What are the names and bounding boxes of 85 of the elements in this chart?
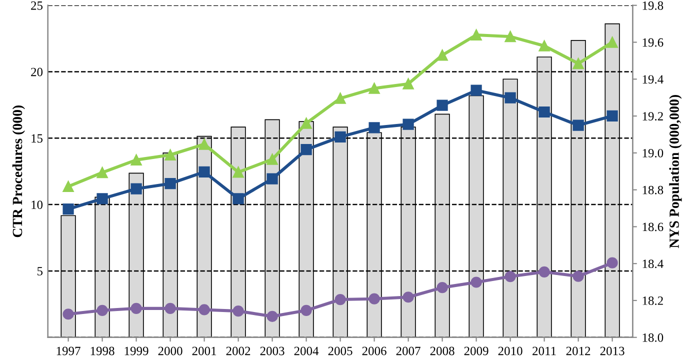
point [572,58,584,70]
y-tick-label: 25 [31,1,43,10]
x-tick-label: 2013 [600,346,624,356]
point [402,292,414,303]
point [572,120,584,131]
point [164,149,176,160]
point [300,118,312,129]
point [470,29,482,41]
point [198,166,210,178]
point [504,92,516,104]
point [504,31,516,42]
point [96,167,108,178]
point [62,308,74,320]
point [470,84,482,96]
point [232,306,244,317]
point [504,270,516,282]
point [300,144,312,156]
x-tick-label: 2003 [260,346,284,356]
x-tick-label: 2009 [464,346,488,356]
y2-tick-label: 18.6 [642,222,664,232]
point [130,183,142,194]
point [334,131,346,143]
y2-tick-label: 19.0 [642,148,664,158]
x-tick-label: 2005 [328,346,352,356]
point [334,92,346,104]
point [436,50,448,61]
point [334,294,346,306]
point [266,154,278,165]
point [606,257,618,268]
x-tick-label: 1999 [124,346,148,356]
point [96,304,108,316]
point [96,193,108,204]
x-tick-label: 2004 [294,346,319,356]
y-tick-label: 20 [31,68,43,76]
point [538,40,550,52]
y2-axis-title: NYS Population (000,000) [669,94,682,248]
point [436,282,448,294]
point [368,122,380,134]
point [470,276,482,288]
point [232,166,244,178]
x-tick-label: 2011 [532,346,556,356]
point [606,36,618,48]
x-tick-label: 2000 [158,346,182,356]
point [198,138,210,150]
y2-tick-label: 19.6 [642,38,664,47]
x-tick-label: 2010 [498,346,522,356]
point [266,173,278,184]
point [436,100,448,111]
point [198,304,210,316]
point [130,154,142,166]
point [300,304,312,316]
point [402,118,414,130]
point [538,106,550,118]
x-tick-label: 2006 [362,346,386,356]
point [402,78,414,90]
y2-tick-label: 18.0 [642,333,664,342]
y2-tick-label: 19.2 [642,112,663,121]
y-tick-label: 15 [32,134,43,143]
point [538,266,550,278]
y2-tick-label: 18.4 [642,260,664,268]
x-tick-label: 2012 [566,346,590,356]
point [368,82,380,94]
point [164,178,176,190]
point [266,310,278,322]
y2-tick-label: 19.4 [642,75,664,84]
x-tick-label: 2001 [192,346,216,356]
point [62,204,74,215]
x-tick-label: 2007 [396,346,420,356]
y2-tick-label: 18.2 [642,296,663,305]
y2-tick-label: 19.8 [642,1,664,10]
x-tick-label: 1998 [90,346,114,356]
x-tick-label: 2002 [226,346,250,356]
point [232,193,244,204]
y-tick-label: 5 [37,267,43,276]
point [130,302,142,314]
y-tick-label: 10 [32,200,43,210]
y-axis-title: CTR Procedures (000) [12,105,25,238]
y2-tick-label: 18.8 [642,186,664,194]
x-tick-label: 1997 [56,346,80,356]
point [606,110,618,122]
point [62,180,74,192]
point [164,302,176,314]
point [572,270,584,282]
point [368,293,380,304]
x-tick-label: 2008 [430,346,454,356]
